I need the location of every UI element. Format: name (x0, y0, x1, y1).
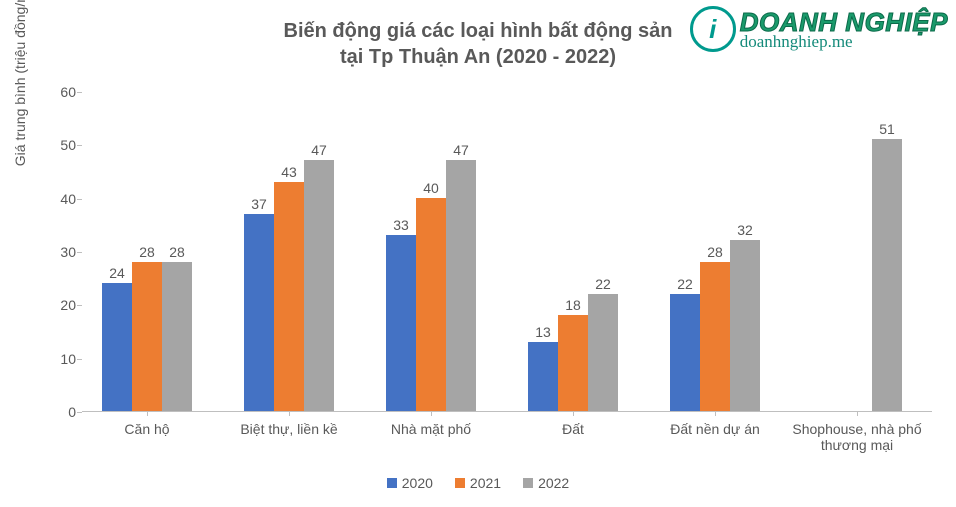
bar-value-label: 22 (595, 276, 611, 294)
x-axis-label: Shophouse, nhà phố thương mại (792, 421, 922, 453)
category-group: 334047Nhà mặt phố (386, 160, 476, 411)
x-axis-label: Biệt thự, liền kề (240, 421, 337, 437)
bar-value-label: 40 (423, 180, 439, 198)
y-tick-label: 10 (40, 351, 76, 367)
bar: 47 (446, 160, 476, 411)
bar: 18 (558, 315, 588, 411)
bar: 37 (244, 214, 274, 411)
y-tick-label: 50 (40, 137, 76, 153)
x-axis-label: Đất nền dự án (670, 421, 760, 437)
bar-value-label: 33 (393, 217, 409, 235)
bar: 28 (700, 262, 730, 411)
bar: 32 (730, 240, 760, 411)
watermark-icon: i (690, 6, 736, 52)
bar: 43 (274, 182, 304, 411)
bar: 33 (386, 235, 416, 411)
bar: 47 (304, 160, 334, 411)
chart-title-line2: tại Tp Thuận An (2020 - 2022) (340, 46, 616, 68)
legend-swatch (523, 478, 533, 488)
y-tick-label: 20 (40, 297, 76, 313)
bar-value-label: 37 (251, 196, 267, 214)
watermark-sub-text: doanhnghiep.me (740, 33, 948, 50)
bar-value-label: 13 (535, 324, 551, 342)
y-tick-label: 60 (40, 84, 76, 100)
bar: 13 (528, 342, 558, 411)
watermark-icon-letter: i (709, 14, 716, 45)
watermark-text: DOANH NGHIỆP doanhnghiep.me (740, 9, 948, 50)
plot-area: 0102030405060242828Căn hộ374347Biệt thự,… (82, 92, 932, 412)
bar: 28 (132, 262, 162, 411)
category-group: 222832Đất nền dự án (670, 240, 760, 411)
bar: 51 (872, 139, 902, 411)
bar: 22 (670, 294, 700, 411)
bar-value-label: 47 (311, 142, 327, 160)
legend-item: 2022 (523, 475, 569, 491)
y-tick-label: 30 (40, 244, 76, 260)
y-tick-label: 0 (40, 404, 76, 420)
x-axis-label: Căn hộ (124, 421, 169, 437)
legend-item: 2020 (387, 475, 433, 491)
bar-value-label: 51 (879, 121, 895, 139)
bar: 22 (588, 294, 618, 411)
chart-container: Biến động giá các loại hình bất động sản… (0, 0, 956, 507)
bar: 40 (416, 198, 446, 411)
bar-value-label: 32 (737, 222, 753, 240)
bar-value-label: 24 (109, 265, 125, 283)
bar-value-label: 28 (707, 244, 723, 262)
bar-value-label: 28 (139, 244, 155, 262)
x-axis-label: Nhà mặt phố (391, 421, 471, 437)
category-group: 51Shophouse, nhà phố thương mại (812, 139, 902, 411)
legend-label: 2020 (402, 475, 433, 491)
bar: 24 (102, 283, 132, 411)
watermark-main-text: DOANH NGHIỆP (740, 9, 948, 35)
legend-swatch (455, 478, 465, 488)
x-axis-label: Đất (562, 421, 584, 437)
legend-label: 2022 (538, 475, 569, 491)
chart-title-line1: Biến động giá các loại hình bất động sản (284, 20, 673, 42)
legend-swatch (387, 478, 397, 488)
bar-value-label: 22 (677, 276, 693, 294)
category-group: 374347Biệt thự, liền kề (244, 160, 334, 411)
bar-value-label: 47 (453, 142, 469, 160)
legend-label: 2021 (470, 475, 501, 491)
legend: 2020 2021 2022 (0, 475, 956, 491)
y-axis-label: Giá trung bình (triệu đồng/m2) (12, 0, 28, 166)
category-group: 131822Đất (528, 294, 618, 411)
bar-value-label: 28 (169, 244, 185, 262)
y-tick-label: 40 (40, 191, 76, 207)
legend-item: 2021 (455, 475, 501, 491)
bar-value-label: 43 (281, 164, 297, 182)
bar: 28 (162, 262, 192, 411)
watermark-logo: i DOANH NGHIỆP doanhnghiep.me (690, 6, 948, 52)
category-group: 242828Căn hộ (102, 262, 192, 411)
bar-value-label: 18 (565, 297, 581, 315)
